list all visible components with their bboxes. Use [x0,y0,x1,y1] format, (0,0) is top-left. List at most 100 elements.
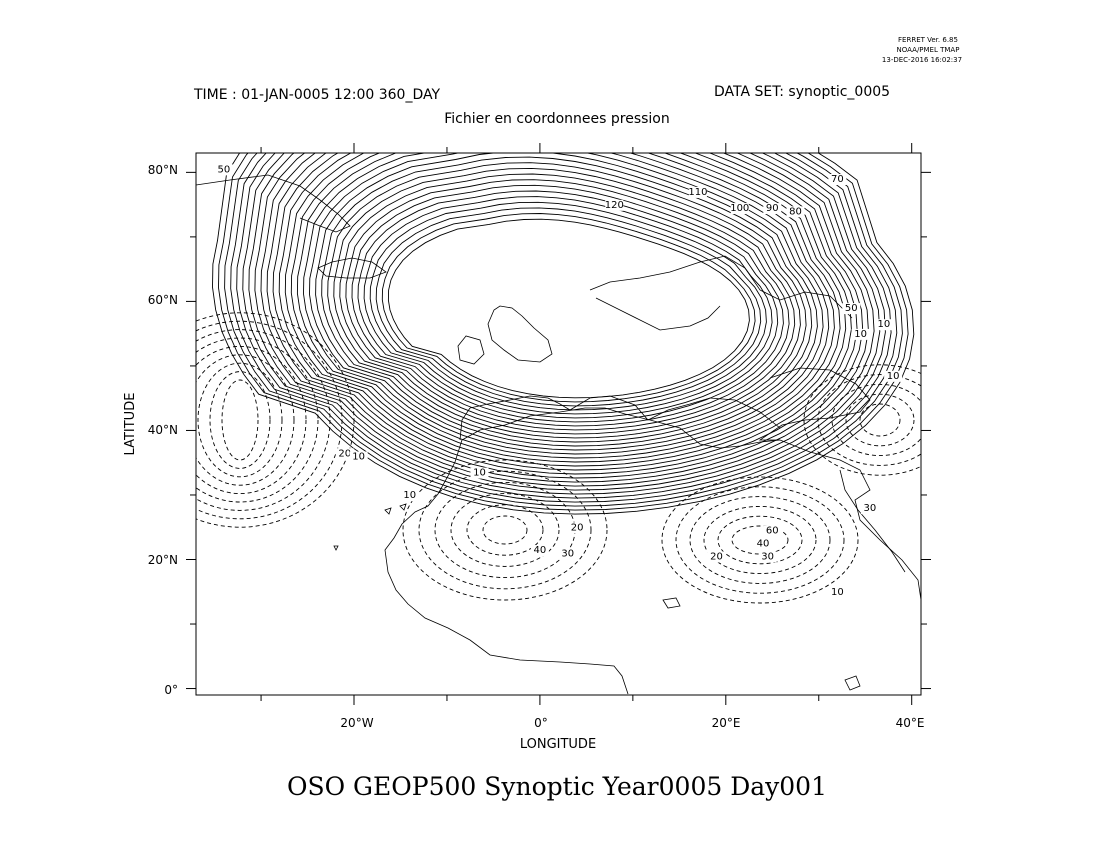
contour-label: 20 [710,552,723,563]
contour-dashed [196,337,319,503]
xtick-label: 40°E [896,716,925,730]
ytick-label: 80°N [148,163,178,177]
contour-solid [351,184,784,423]
contour-solid [339,173,796,431]
contour-solid [309,153,824,451]
contour-dashed [196,320,343,520]
contour-label-bg [349,451,368,463]
contour-dashed [831,383,921,457]
contour-solid [260,153,869,483]
contour-dashed [703,505,817,575]
contour-label-bg [763,525,782,537]
contour-dashed [731,525,789,555]
ytick-label: 0° [164,683,178,697]
contour-label-bg [828,586,847,598]
contour-label: 50 [845,303,858,314]
ferret-stamp: FERRET Ver. 6.85 NOAA/PMEL TMAP 13-DEC-2… [882,36,962,64]
contour-label-bg [828,174,847,186]
contour-label: 50 [218,164,231,175]
stamp-line-3: 13-DEC-2016 16:02:37 [882,56,962,64]
contour-label: 30 [864,503,877,514]
contour-label: 10 [352,451,365,462]
ytick-label: 20°N [148,553,178,567]
contour-solid [236,153,892,499]
contour-label: 100 [730,203,749,214]
contour-label-bg [884,370,903,382]
contour-solid [363,196,773,415]
contour-label-bg [530,545,549,557]
y-ticklabels: 80°N 60°N 40°N 20°N 0° [148,163,178,697]
ytick-label: 40°N [148,423,178,437]
contour-solid [345,179,790,427]
coast-north-africa [461,407,781,449]
contour-label: 40 [534,545,547,556]
contour-dashed [817,374,921,466]
contour-dashed [845,393,915,447]
contour-dashed [196,345,307,495]
contour-solid [290,153,841,463]
coastlines [196,174,921,695]
contour-label: 10 [473,468,486,479]
contour-label: 10 [854,329,867,340]
contour-dashed [221,379,259,461]
contour-solid [266,153,864,479]
axis-ticks [186,143,931,705]
contour-dashed [209,371,271,469]
contour-solid [296,153,835,459]
contour-label-bg [860,503,879,515]
contour-solid [230,153,898,503]
positive-contours [212,153,915,515]
contour-dashed [675,486,845,594]
contour-label: 10 [887,371,900,382]
contour-label-bg [558,548,577,560]
contour-solid [278,153,852,471]
xtick-label: 20°E [712,716,741,730]
xtick-label: 0° [534,716,548,730]
contour-label-bg [335,448,354,460]
contour-solid [381,213,756,403]
contour-label-bg [851,328,870,340]
contour-solid [369,201,767,411]
contour-solid [375,207,762,407]
contour-dashed [482,515,528,545]
coast-red-sea [839,469,906,573]
contour-dashed [196,312,355,528]
contour-label-bg [763,203,782,215]
contour-label: 20 [571,522,584,533]
contour-dashed [434,481,576,579]
contour-dashed [661,476,859,604]
contour-solid [387,218,750,399]
contour-solid [212,153,915,515]
contour-dashed [689,496,831,584]
contour-label: 110 [688,187,707,198]
contour-label: 10 [403,490,416,501]
contour-dashed [859,403,901,437]
contour-label: 30 [561,548,574,559]
contour-solid [321,156,813,443]
contour-dashed [466,504,544,556]
contour-label-bg [758,551,777,563]
y-axis-title: LATITUDE [123,393,138,456]
contour-solid [357,190,779,419]
contour-dashed [196,329,331,511]
contour-dashed [717,515,803,565]
contour-label: 40 [757,539,770,550]
dataset-label: DATA SET: synoptic_0005 [714,84,890,100]
contour-label: 60 [766,526,779,537]
contour-dashed [803,364,921,476]
contour-solid [254,153,875,487]
contour-solid [248,153,881,491]
coast-greenland [196,174,351,233]
contour-solid [218,153,909,511]
contour-label: 30 [761,552,774,563]
contour-solid [333,167,801,435]
contour-label-bg [842,303,861,315]
contour-label: 80 [789,206,802,217]
contour-label: 10 [877,319,890,330]
contour-label-bg [707,551,726,563]
xtick-label: 20°W [340,716,373,730]
contour-solid [327,162,807,439]
contour-solid [303,153,830,455]
contour-label: 70 [831,174,844,185]
